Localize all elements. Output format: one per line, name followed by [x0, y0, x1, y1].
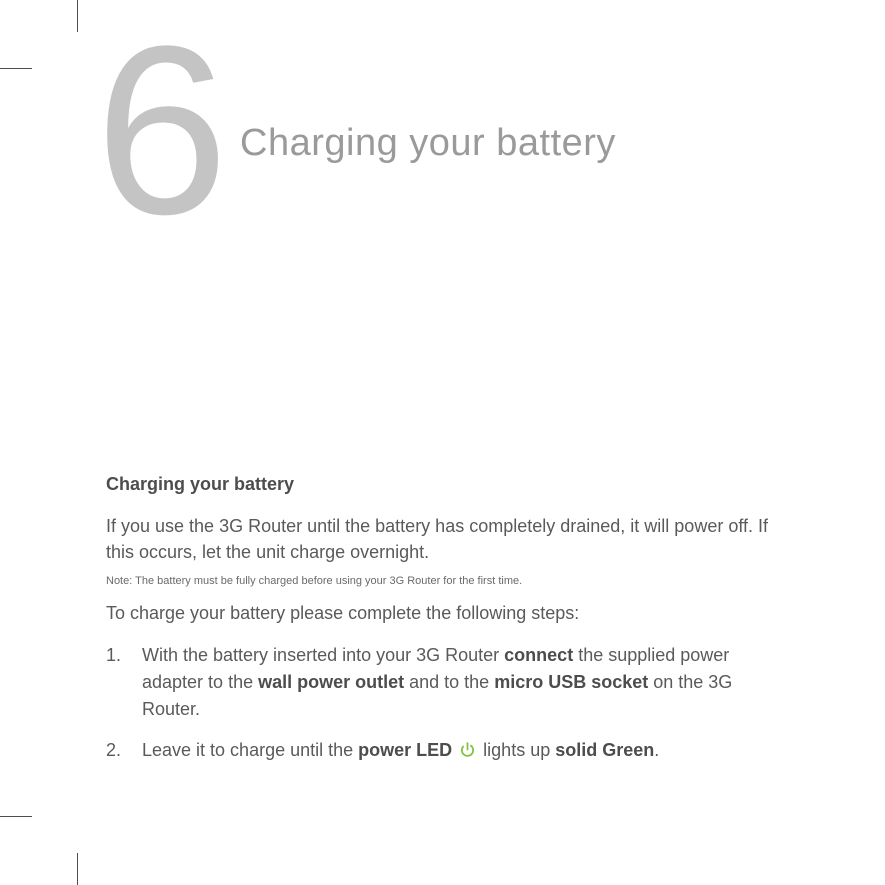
- crop-mark-bottom-left: [0, 805, 80, 885]
- step1-bold-connect: connect: [504, 645, 573, 665]
- power-icon: [459, 739, 476, 766]
- step1-text-c: and to the: [404, 672, 494, 692]
- step2-text-a: Leave it to charge until the: [142, 740, 358, 760]
- step2-text-c: lights up: [478, 740, 555, 760]
- step1-bold-usb: micro USB socket: [494, 672, 648, 692]
- step2-text-b: [452, 740, 457, 760]
- section-heading: Charging your battery: [106, 474, 795, 495]
- page-title: Charging your battery: [240, 122, 616, 165]
- chapter-number: 6: [95, 10, 220, 250]
- lead-text: To charge your battery please complete t…: [106, 603, 795, 624]
- step1-text-a: With the battery inserted into your 3G R…: [142, 645, 504, 665]
- step-1: With the battery inserted into your 3G R…: [106, 642, 795, 723]
- step2-bold-green: solid Green: [555, 740, 654, 760]
- note-text: Note: The battery must be fully charged …: [106, 575, 795, 587]
- step2-text-d: .: [654, 740, 659, 760]
- step1-bold-wall: wall power outlet: [258, 672, 404, 692]
- step-2: Leave it to charge until the power LED l…: [106, 737, 795, 766]
- content-area: Charging your battery If you use the 3G …: [106, 474, 795, 780]
- crop-mark-top-left: [0, 0, 80, 80]
- steps-list: With the battery inserted into your 3G R…: [106, 642, 795, 766]
- intro-paragraph: If you use the 3G Router until the batte…: [106, 513, 795, 565]
- step2-bold-led: power LED: [358, 740, 452, 760]
